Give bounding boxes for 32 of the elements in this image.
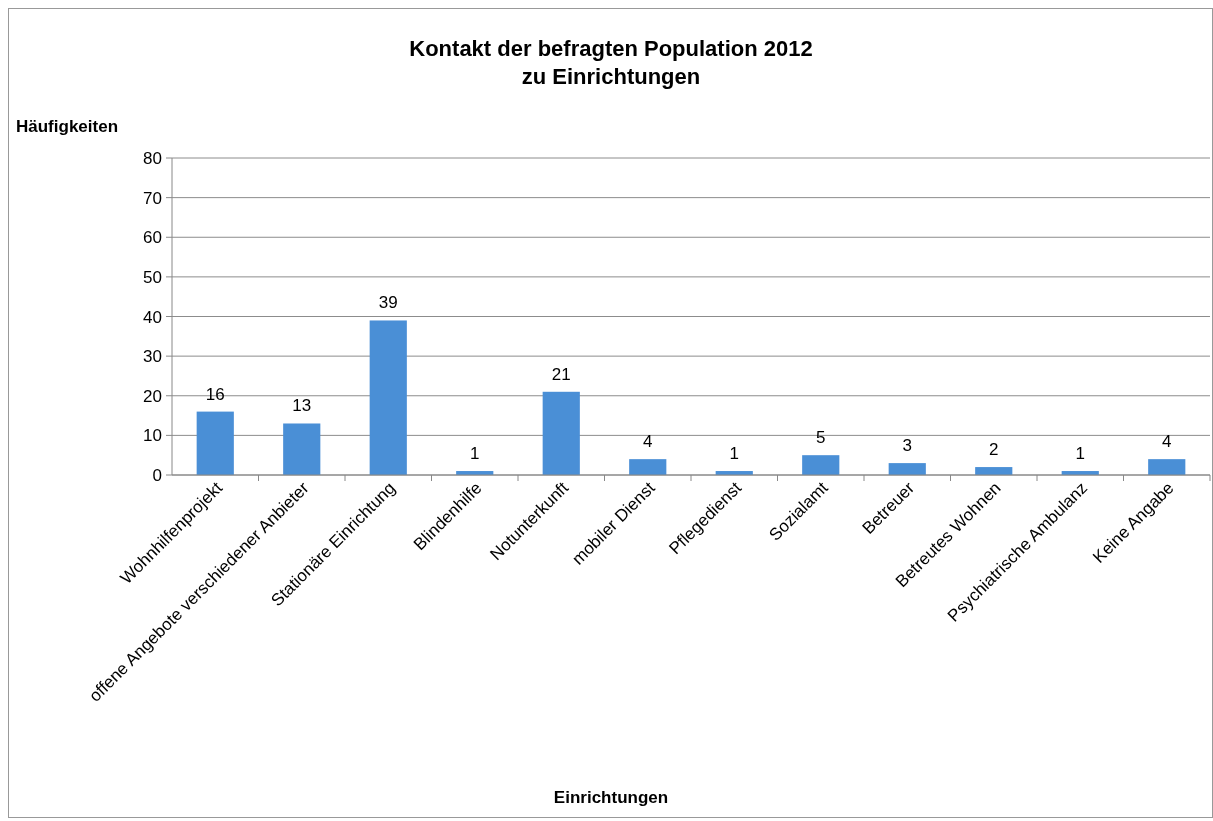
data-label: 16 [205, 384, 225, 404]
bar [283, 423, 321, 475]
y-tick-label: 60 [143, 228, 162, 248]
y-tick-label: 80 [143, 149, 162, 168]
bar [802, 455, 840, 475]
data-label: 5 [816, 428, 826, 448]
y-tick-label: 40 [143, 307, 162, 327]
data-label: 21 [551, 364, 571, 384]
bar [888, 463, 926, 475]
data-label: 39 [378, 293, 398, 313]
y-tick-label: 0 [152, 466, 162, 485]
data-label: 13 [292, 396, 312, 416]
data-label: 3 [902, 436, 912, 456]
y-tick-label: 10 [143, 426, 162, 446]
x-axis-title: Einrichtungen [553, 788, 669, 807]
data-label: 1 [729, 444, 739, 464]
y-tick-label: 70 [143, 188, 162, 208]
y-tick-label: 50 [143, 267, 162, 287]
y-tick-label: 20 [143, 386, 162, 406]
bar [1148, 459, 1186, 475]
y-axis-title: Häufigkeiten [16, 117, 119, 136]
data-label: 2 [989, 440, 999, 460]
data-label: 4 [1162, 432, 1172, 452]
data-label: 1 [1075, 444, 1085, 464]
chart-title: Kontakt der befragten Population 2012 zu Einrichtungen [409, 36, 813, 89]
data-label: 4 [643, 432, 653, 452]
data-label: 1 [470, 444, 480, 464]
bar [196, 411, 234, 475]
bar [629, 459, 667, 475]
bar [542, 391, 580, 475]
bar [369, 320, 407, 475]
y-tick-label: 30 [143, 347, 162, 367]
